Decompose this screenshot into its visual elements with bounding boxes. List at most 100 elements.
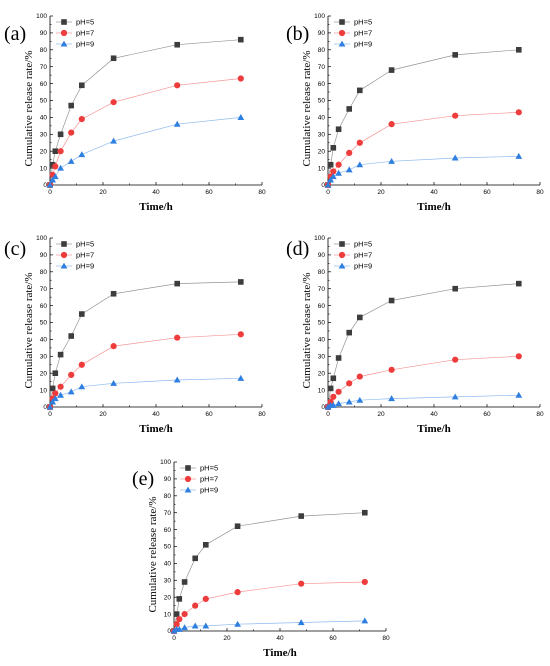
y-tick-label: 80 — [40, 269, 48, 276]
series-line-pH=7 — [49, 333, 241, 408]
data-point-pH=7 — [346, 380, 353, 387]
x-tick-label: 0 — [326, 189, 330, 196]
x-tick-label: 40 — [152, 189, 160, 196]
data-point-pH=5 — [388, 297, 395, 304]
data-point-pH=5 — [362, 509, 368, 516]
y-tick-label: 40 — [164, 561, 172, 568]
legend-marker — [339, 241, 345, 247]
data-point-pH=5 — [238, 36, 244, 43]
data-point-pH=7 — [181, 611, 188, 618]
data-point-pH=5 — [335, 126, 342, 133]
x-tick-label: 80 — [382, 635, 390, 642]
y-tick-label: 0 — [43, 404, 47, 411]
y-tick-label: 40 — [318, 337, 326, 344]
data-point-pH=9 — [388, 395, 395, 402]
data-point-pH=7 — [298, 580, 305, 587]
legend-label: pH=7 — [76, 251, 94, 260]
x-tick-label: 20 — [223, 635, 231, 642]
data-point-pH=9 — [345, 398, 353, 405]
data-point-pH=9 — [191, 622, 199, 629]
data-point-pH=5 — [176, 596, 183, 602]
series-line-pH=5 — [327, 49, 519, 186]
y-axis-title: Cumulative release rate/% — [301, 50, 313, 166]
data-point-pH=7 — [237, 75, 244, 82]
data-point-pH=7 — [202, 595, 209, 602]
data-point-pH=5 — [49, 161, 56, 168]
y-tick-label: 90 — [318, 30, 326, 37]
data-point-pH=9 — [175, 625, 183, 632]
legend-marker — [184, 475, 192, 483]
x-tick-label: 0 — [48, 411, 52, 418]
series-line-pH=5 — [49, 39, 241, 186]
y-tick-label: 90 — [164, 476, 172, 483]
y-tick-label: 100 — [36, 13, 47, 20]
series-line-pH=7 — [49, 78, 241, 186]
data-point-pH=5 — [174, 41, 180, 48]
data-point-pH=5 — [234, 523, 241, 530]
series-line-pH=9 — [327, 155, 519, 186]
y-tick-label: 80 — [318, 47, 326, 54]
legend-marker — [339, 19, 345, 25]
data-point-pH=7 — [515, 109, 522, 116]
data-point-pH=9 — [388, 157, 395, 164]
y-tick-label: 100 — [314, 13, 325, 20]
x-tick-label: 60 — [205, 189, 213, 196]
data-point-pH=5 — [327, 161, 334, 168]
data-point-pH=9 — [49, 398, 57, 405]
data-point-pH=5 — [330, 375, 337, 382]
data-point-pH=9 — [234, 620, 241, 627]
data-point-pH=7 — [330, 393, 337, 400]
data-point-pH=7 — [335, 388, 342, 395]
data-point-pH=7 — [173, 621, 180, 628]
data-point-pH=9 — [173, 120, 181, 127]
data-point-pH=5 — [327, 385, 334, 392]
y-tick-label: 0 — [321, 182, 325, 189]
series-line-pH=9 — [49, 117, 241, 186]
panel-label: (a) — [4, 23, 26, 45]
x-tick-label: 80 — [258, 189, 266, 196]
data-point-pH=5 — [238, 279, 244, 285]
legend-label: pH=7 — [354, 29, 372, 38]
data-point-pH=5 — [357, 87, 363, 94]
x-tick-label: 40 — [430, 189, 438, 196]
y-tick-label: 90 — [40, 30, 48, 37]
data-point-pH=9 — [345, 166, 353, 173]
y-axis-title: Cumulative release rate/% — [147, 496, 159, 612]
data-point-pH=7 — [78, 115, 85, 123]
legend-label: pH=9 — [76, 262, 94, 271]
y-tick-label: 20 — [318, 148, 326, 155]
data-point-pH=5 — [49, 385, 56, 392]
data-point-pH=5 — [357, 314, 363, 321]
data-point-pH=5 — [346, 106, 352, 112]
data-point-pH=9 — [49, 176, 57, 183]
data-point-pH=7 — [176, 616, 183, 623]
data-point-pH=7 — [452, 112, 459, 119]
data-point-pH=9 — [46, 403, 54, 410]
chart-panel-d: (d) 0 10 20 30 40 50 60 70 80 90 100 0 20 40 60 80 Time/h… — [286, 235, 544, 435]
data-point-pH=9 — [515, 391, 523, 398]
y-tick-label: 40 — [40, 115, 48, 122]
data-point-pH=5 — [52, 148, 59, 154]
legend-marker — [338, 29, 346, 37]
y-tick-label: 20 — [318, 370, 326, 377]
data-point-pH=5 — [346, 329, 352, 336]
x-tick-label: 40 — [152, 411, 160, 418]
data-point-pH=7 — [452, 356, 459, 363]
data-point-pH=7 — [174, 334, 181, 341]
y-axis-title: Cumulative release rate/% — [301, 272, 313, 388]
y-tick-label: 10 — [318, 165, 326, 172]
chart-panel-b: (b) 0 10 20 30 40 50 60 70 80 90 100 0 20 40 60 80 Time/h… — [286, 13, 544, 213]
data-point-pH=9 — [51, 173, 59, 180]
data-point-pH=5 — [298, 513, 304, 519]
data-point-pH=5 — [181, 579, 188, 585]
data-point-pH=5 — [452, 285, 458, 292]
y-tick-label: 80 — [164, 493, 172, 500]
data-point-pH=9 — [329, 401, 337, 408]
data-point-pH=9 — [329, 173, 337, 180]
data-point-pH=5 — [516, 280, 522, 287]
data-point-pH=7 — [110, 99, 117, 106]
y-tick-label: 50 — [40, 98, 48, 105]
y-tick-label: 100 — [36, 235, 47, 242]
y-tick-label: 40 — [40, 337, 48, 344]
